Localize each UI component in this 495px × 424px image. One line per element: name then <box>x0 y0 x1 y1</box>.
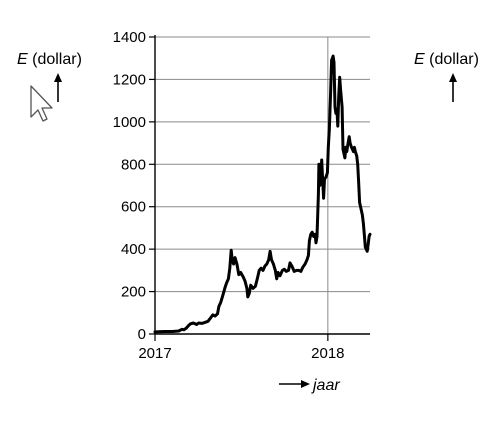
y-tick-label: 400 <box>121 241 146 258</box>
x-tick-label: 2018 <box>311 345 344 362</box>
y-axis-label: E (dollar) <box>17 51 82 68</box>
mouse-cursor-icon <box>30 85 53 122</box>
y-tick-label: 0 <box>138 326 146 343</box>
axes <box>149 35 370 341</box>
y-tick-label: 1400 <box>113 29 146 46</box>
x-axis-arrow-icon <box>279 380 310 388</box>
x-tick-label: 2017 <box>138 345 171 362</box>
right-axis-arrow-icon <box>449 73 457 102</box>
y-tick-label: 1200 <box>113 71 146 88</box>
right-axis-label: E (dollar) <box>414 51 479 68</box>
grid-lines <box>154 36 370 334</box>
y-tick-label: 1000 <box>113 114 146 131</box>
y-tick-label: 800 <box>121 156 146 173</box>
y-axis-arrow-icon <box>54 73 62 102</box>
y-tick-label: 200 <box>121 284 146 301</box>
right-axis-label-unit: (dollar) <box>425 51 479 68</box>
y-tick-labels: 0 200 400 600 800 1000 1200 1400 <box>113 29 146 343</box>
right-axis-label-var: E <box>414 51 425 68</box>
y-tick-label: 600 <box>121 199 146 216</box>
x-axis-label: jaar <box>311 377 340 394</box>
series-line <box>153 54 372 334</box>
y-axis-label-var: E <box>17 51 28 68</box>
y-axis-label-unit: (dollar) <box>28 51 82 68</box>
x-tick-labels: 2017 2018 <box>138 345 344 362</box>
